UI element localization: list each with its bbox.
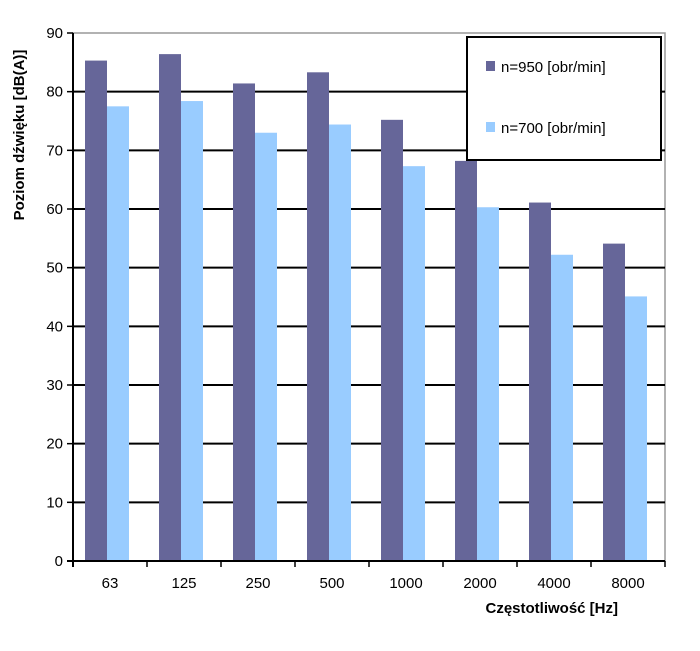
bar-n700-125 [181, 101, 203, 561]
legend [466, 36, 662, 161]
bar-n950-2000 [455, 160, 477, 562]
x-axis-title: Częstotliwość [Hz] [485, 600, 618, 617]
x-tick-label: 250 [245, 575, 270, 592]
y-tick-label: 90 [46, 25, 63, 42]
bar-n950-500 [307, 72, 329, 561]
y-tick-label: 30 [46, 377, 63, 394]
y-tick-label: 20 [46, 436, 63, 453]
x-tick-label: 63 [102, 575, 119, 592]
bar-n700-4000 [551, 254, 573, 561]
legend-label: n=950 [obr/min] [501, 59, 606, 76]
bar-n700-2000 [477, 207, 499, 562]
y-tick-label: 10 [46, 494, 63, 511]
y-tick-label: 60 [46, 201, 63, 218]
bar-n950-125 [159, 54, 181, 562]
bar-n950-250 [233, 83, 255, 561]
x-tick-label: 125 [171, 575, 196, 592]
x-tick-label: 2000 [463, 575, 496, 592]
bar-n700-63 [107, 106, 129, 561]
legend-swatch-n950 [486, 61, 495, 71]
bar-n700-500 [329, 124, 351, 562]
y-tick-label: 40 [46, 318, 63, 335]
x-tick-label: 8000 [611, 575, 644, 592]
y-tick-label: 50 [46, 260, 63, 277]
bar-n700-8000 [625, 296, 647, 561]
bar-n950-63 [85, 60, 107, 561]
bar-n700-250 [255, 132, 277, 561]
y-tick-label: 80 [46, 84, 63, 101]
bar-n950-1000 [381, 119, 403, 562]
x-tick-label: 1000 [389, 575, 422, 592]
y-tick-label: 70 [46, 142, 63, 159]
x-tick-label: 500 [319, 575, 344, 592]
bar-n950-4000 [529, 202, 551, 561]
bar-n950-8000 [603, 243, 625, 561]
x-tick-label: 4000 [537, 575, 570, 592]
legend-label: n=700 [obr/min] [501, 120, 606, 137]
bar-n700-1000 [403, 166, 425, 561]
legend-swatch-n700 [486, 122, 495, 132]
y-axis-title: Poziom dźwięku [dB(A)] [11, 50, 28, 221]
y-tick-label: 0 [55, 553, 63, 570]
